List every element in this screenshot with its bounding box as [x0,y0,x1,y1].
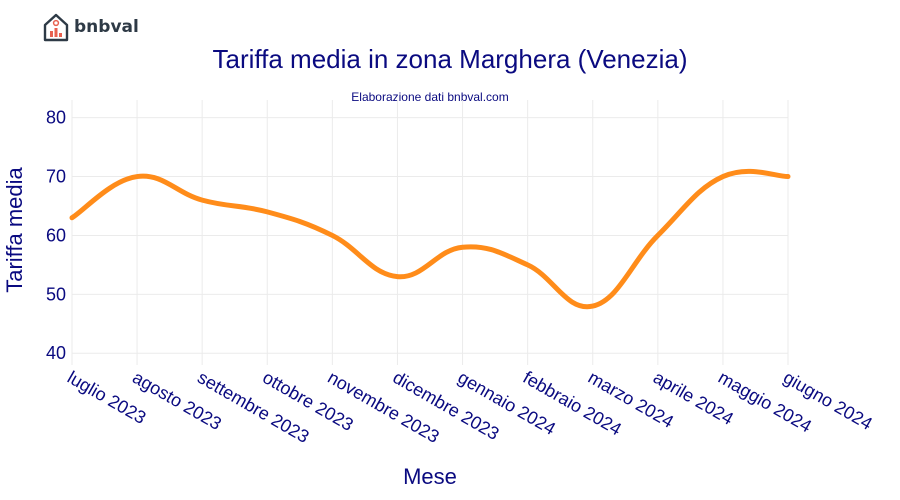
y-tick-label: 60 [46,225,66,245]
series-line [69,168,791,310]
y-axis-title: Tariffa media [2,166,27,292]
x-tick-label: settembre 2023 [194,367,312,447]
y-tick-label: 40 [46,343,66,363]
brand-name: bnbval [74,17,139,37]
y-tick-label: 70 [46,167,66,187]
x-tick-label: novembre 2023 [324,367,442,447]
chart-title: Tariffa media in zona Marghera (Venezia) [212,44,688,74]
x-axis-title: Mese [403,464,457,489]
y-tick-label: 50 [46,284,66,304]
chart-subtitle: Elaborazione dati bnbval.com [351,90,509,104]
logo: bnbval [42,12,139,42]
y-tick-label: 80 [46,108,66,128]
house-chart-icon [43,13,69,42]
